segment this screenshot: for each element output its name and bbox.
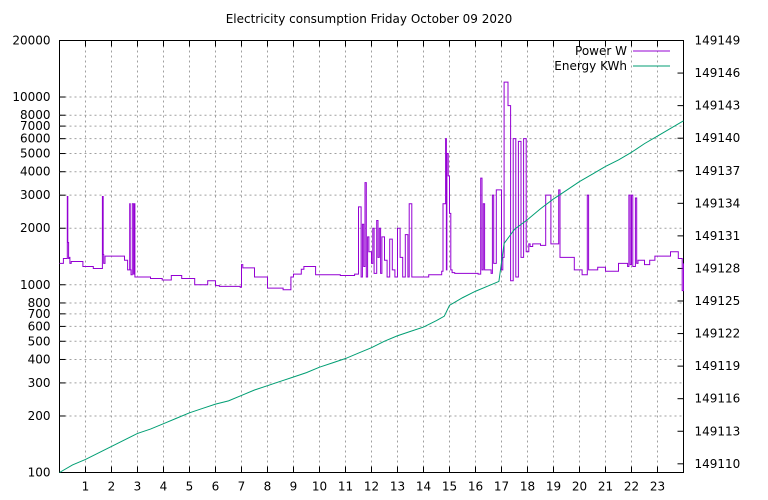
legend: Power W Energy KWh [554,44,670,73]
y-left-tick-label: 7000 [20,119,51,133]
y-left-tick-label: 800 [28,296,51,310]
x-tick-label: 16 [468,480,483,494]
y-right-tick-label: 149119 [695,359,741,373]
x-tick-label: 13 [390,480,405,494]
y-left-tick-label: 600 [28,319,51,333]
x-tick-label: 5 [186,480,194,494]
x-tick-label: 12 [364,480,379,494]
y-left-tick-label: 6000 [20,132,51,146]
y-left-tick-label: 1000 [20,278,51,292]
y-right-tick-label: 149113 [695,424,741,438]
y-right-tick-label: 149140 [695,131,741,145]
y-left-tick-label: 500 [28,334,51,348]
y-left-tick-label: 5000 [20,147,51,161]
y-left-tick-label: 700 [28,307,51,321]
x-tick-label: 14 [416,480,431,494]
x-tick-label: 4 [160,480,168,494]
y-right-tick-label: 149128 [695,261,741,275]
y-left-tick-label: 300 [28,376,51,390]
x-tick-label: 7 [238,480,246,494]
y-left-tick-label: 400 [28,352,51,366]
y-right-tick-label: 149149 [695,34,741,48]
y-right-tick-label: 149146 [695,66,741,80]
series-layer [59,81,684,473]
series-energy-line [59,120,684,473]
x-tick-label: 6 [212,480,220,494]
x-tick-label: 17 [494,480,509,494]
y-left-tick-label: 100 [28,466,51,480]
x-tick-label: 19 [546,480,561,494]
x-tick-label: 2 [108,480,116,494]
y-left-tick-label: 200 [28,409,51,423]
y-left-tick-label: 8000 [20,108,51,122]
series-power-line [59,81,684,292]
x-tick-label: 15 [442,480,457,494]
x-tick-label: 9 [290,480,298,494]
x-tick-label: 22 [624,480,639,494]
y-left-tick-label: 10000 [12,90,50,104]
x-tick-label: 23 [650,480,665,494]
y-left-tick-label: 4000 [20,165,51,179]
y-right-tick-label: 149137 [695,164,741,178]
y-left-tick-label: 2000 [20,221,51,235]
x-tick-label: 8 [264,480,272,494]
y-right-tick-label: 149134 [695,196,741,210]
y-right-tick-label: 149116 [695,392,741,406]
x-tick-label: 3 [134,480,142,494]
x-tick-label: 11 [338,480,353,494]
y-right-tick-label: 149125 [695,294,741,308]
x-tick-label: 20 [572,480,587,494]
y-right-tick-label: 149110 [695,457,741,471]
y-right-tick-label: 149131 [695,229,741,243]
legend-label-power: Power W [575,44,627,58]
y-right-tick-label: 149143 [695,99,741,113]
y-right-tick-label: 149122 [695,327,741,341]
legend-label-energy: Energy KWh [554,59,627,73]
x-tick-label: 18 [520,480,535,494]
axis-ticks: 1 2 3 4 5 6 7 8 9 10 11 12 13 14 15 16 17 18 19 20 21 22 23100… [12,34,740,494]
x-tick-label: 1 [82,480,90,494]
chart-title: Electricity consumption Friday October 0… [226,12,513,26]
y-left-tick-label: 20000 [12,34,50,48]
x-tick-label: 21 [598,480,613,494]
x-tick-label: 10 [312,480,327,494]
y-left-tick-label: 3000 [20,188,51,202]
